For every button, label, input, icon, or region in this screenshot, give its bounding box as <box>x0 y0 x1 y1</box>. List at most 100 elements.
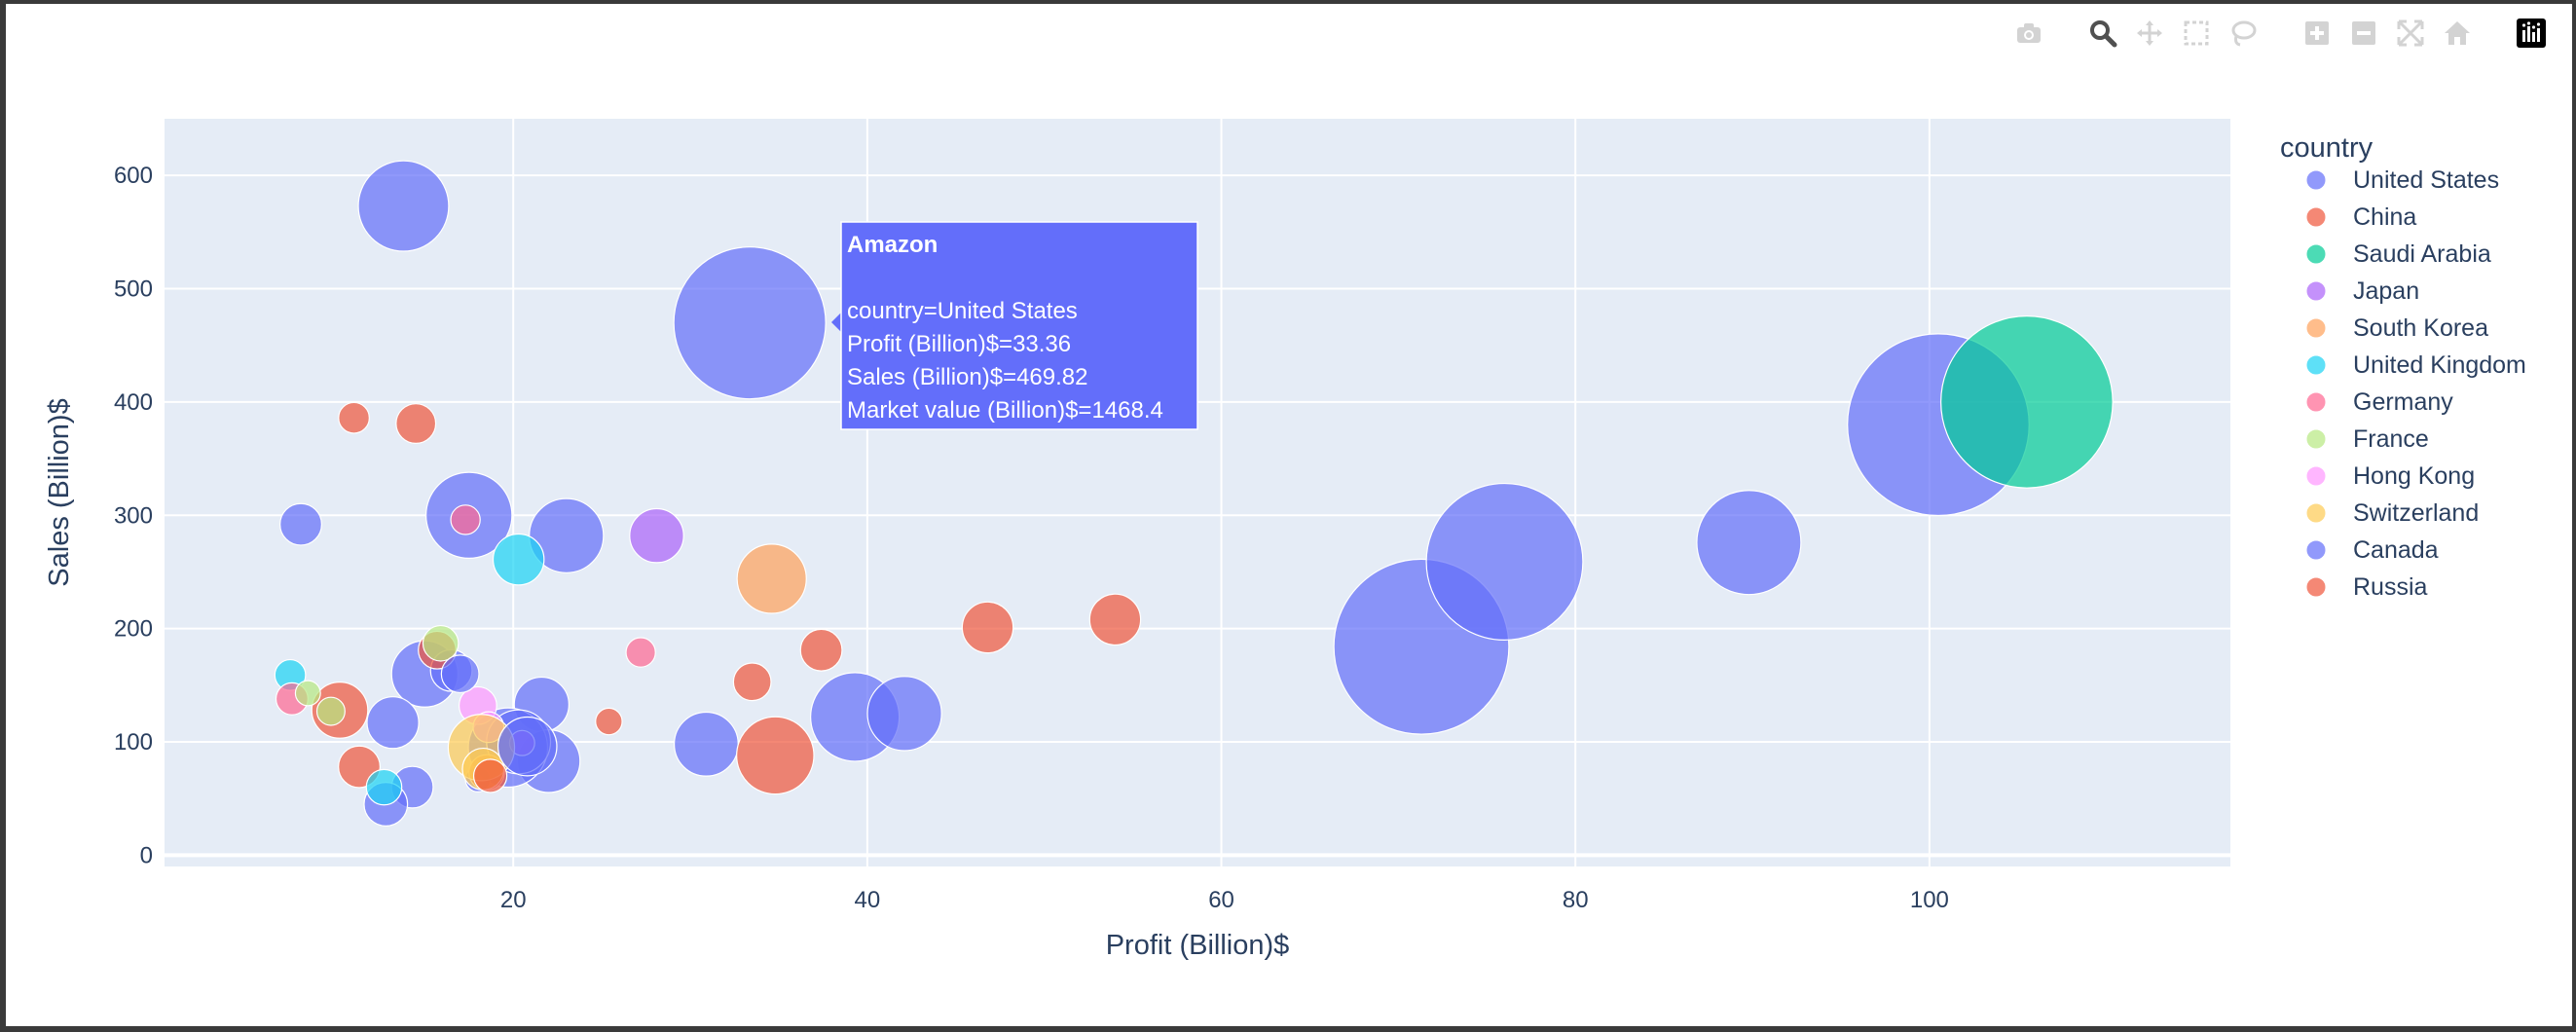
x-tick-label: 100 <box>1910 887 1949 913</box>
y-tick-label: 100 <box>114 729 153 756</box>
bubble-china[interactable] <box>732 662 772 702</box>
legend-item[interactable]: Russia <box>2305 573 2428 601</box>
legend-marker <box>2305 428 2327 450</box>
bubble-united-states[interactable] <box>1425 482 1584 641</box>
modebar-group <box>2079 14 2266 53</box>
legend-item[interactable]: Saudi Arabia <box>2305 240 2491 268</box>
bubble-united-states[interactable] <box>673 711 739 777</box>
legend-item[interactable]: United States <box>2305 166 2499 194</box>
legend-item[interactable]: France <box>2305 425 2429 453</box>
legend-marker <box>2305 354 2327 376</box>
legend-item[interactable]: Japan <box>2305 277 2419 305</box>
lasso-select-button[interactable] <box>2220 14 2266 53</box>
legend-marker <box>2305 169 2327 191</box>
bubble-france[interactable] <box>422 624 460 662</box>
reset-axes-button[interactable] <box>2434 14 2481 53</box>
modebar-group <box>2294 14 2481 53</box>
bubbles-layer <box>274 160 2114 827</box>
legend-marker <box>2305 539 2327 561</box>
chart-frame: 20 40 60 80 100 0 100 200 300 400 500 600 Profit (Bi… <box>6 4 2572 1026</box>
legend-item[interactable]: United Kingdom <box>2305 351 2526 379</box>
bubble-canada[interactable] <box>440 654 480 694</box>
tooltip-title: Amazon <box>847 232 938 258</box>
zoom-button[interactable] <box>2079 14 2126 53</box>
bubble-china[interactable] <box>338 401 370 434</box>
hover-tooltip: Amazon country=United States Profit (Billi… <box>831 221 1198 430</box>
y-tick-label: 0 <box>140 842 153 868</box>
legend-marker <box>2305 576 2327 598</box>
x-tick-label: 40 <box>855 887 881 913</box>
bubble-chart[interactable]: 20 40 60 80 100 0 100 200 300 400 500 600 Profit (Bi… <box>6 4 2572 1026</box>
legend-marker <box>2305 502 2327 524</box>
camera-button[interactable] <box>2006 14 2052 53</box>
bubble-canada[interactable] <box>497 716 558 777</box>
zoom-in-button[interactable] <box>2294 14 2340 53</box>
legend-label: Saudi Arabia <box>2353 240 2491 268</box>
bubble-united-states[interactable] <box>529 498 605 573</box>
legend-marker <box>2305 391 2327 413</box>
modebar-group <box>2508 14 2555 53</box>
y-axis-title: Sales (Billion)$ <box>44 398 75 586</box>
zoom-out-button[interactable] <box>2340 14 2387 53</box>
bubble-united-states[interactable] <box>673 246 827 400</box>
tooltip-line: Market value (Billion)$=1468.4 <box>847 397 1163 424</box>
box-select-button[interactable] <box>2173 14 2220 53</box>
y-tick-label: 400 <box>114 389 153 416</box>
legend-label: China <box>2353 203 2416 231</box>
bubble-china[interactable] <box>1088 593 1142 646</box>
legend-item[interactable]: Switzerland <box>2305 499 2479 527</box>
tooltip-arrow <box>831 313 841 332</box>
bubble-united-kingdom[interactable] <box>365 768 403 806</box>
legend-label: United States <box>2353 166 2499 194</box>
bubble-united-states[interactable] <box>357 160 450 252</box>
legend-item[interactable]: China <box>2305 203 2416 231</box>
pan-button[interactable] <box>2126 14 2173 53</box>
legend-item[interactable]: Germany <box>2305 388 2453 416</box>
legend-title: country <box>2280 132 2374 164</box>
y-tick-label: 600 <box>114 163 153 189</box>
plotly-logo-button[interactable] <box>2508 14 2555 53</box>
bubble-united-states[interactable] <box>279 502 322 546</box>
tooltip-box <box>840 221 1198 430</box>
bubble-france[interactable] <box>315 696 346 726</box>
bubble-japan[interactable] <box>629 507 684 564</box>
x-tick-label: 60 <box>1208 887 1234 913</box>
legend-marker <box>2305 206 2327 228</box>
bubble-south-korea[interactable] <box>736 543 807 614</box>
box-select-icon <box>2184 20 2209 46</box>
legend-marker <box>2305 465 2327 487</box>
legend-label: South Korea <box>2353 314 2488 342</box>
bubble-germany[interactable] <box>450 504 481 535</box>
bubble-russia[interactable] <box>472 758 508 793</box>
autoscale-button[interactable] <box>2387 14 2434 53</box>
legend-label: France <box>2353 425 2429 453</box>
bubble-france[interactable] <box>294 680 321 707</box>
bubble-united-states[interactable] <box>366 696 420 750</box>
zoom-icon <box>2090 20 2117 48</box>
tooltip-line: Profit (Billion)$=33.36 <box>847 331 1071 357</box>
bubble-china[interactable] <box>961 601 1014 654</box>
bubble-china[interactable] <box>395 403 437 444</box>
legend-item[interactable]: South Korea <box>2305 314 2488 342</box>
legend-label: Russia <box>2353 573 2428 601</box>
modebar-group <box>2006 14 2052 53</box>
bubble-united-kingdom[interactable] <box>492 533 545 586</box>
bubble-china[interactable] <box>595 707 623 736</box>
bubble-united-states[interactable] <box>1696 490 1802 596</box>
plotly-logo-icon <box>2517 18 2546 48</box>
reset-axes-icon <box>2445 21 2470 45</box>
legend-item[interactable]: Canada <box>2305 536 2439 564</box>
legend-item[interactable]: Hong Kong <box>2305 462 2475 490</box>
zoom-in-icon <box>2305 21 2329 45</box>
bubble-united-states[interactable] <box>866 676 942 752</box>
bubble-saudi-arabia[interactable] <box>1940 315 2114 489</box>
camera-icon <box>2017 23 2041 43</box>
bubble-china[interactable] <box>736 716 815 795</box>
y-tick-label: 500 <box>114 276 153 303</box>
tooltip-line: country=United States <box>847 298 1078 324</box>
bubble-germany[interactable] <box>625 637 656 668</box>
y-tick-label: 300 <box>114 502 153 529</box>
legend-label: Canada <box>2353 536 2439 564</box>
bubble-china[interactable] <box>799 628 843 672</box>
autoscale-icon <box>2397 19 2424 47</box>
